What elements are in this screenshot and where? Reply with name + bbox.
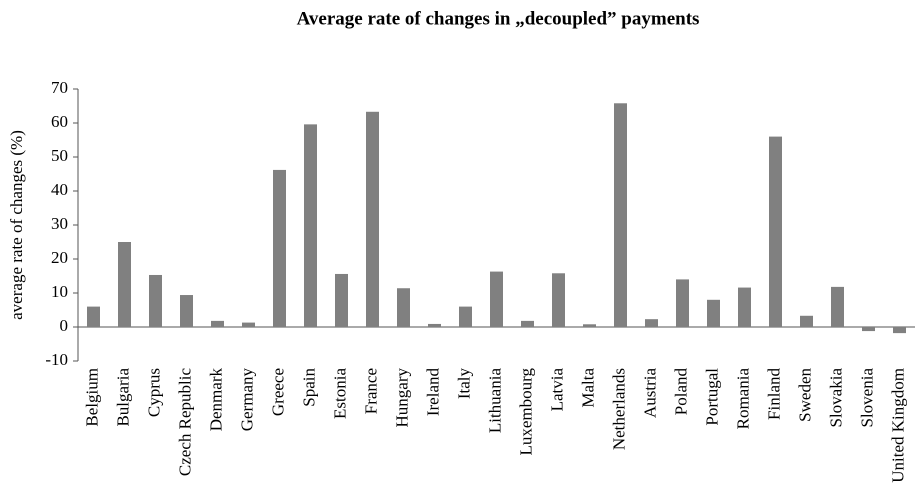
x-tick-label: Finland [764,368,783,420]
x-tick-label: United Kingdom [888,368,907,483]
bar [645,319,658,327]
x-tick-label: Germany [237,368,256,432]
bar [397,288,410,327]
x-tick-label: Luxembourg [516,368,535,456]
bar [366,111,379,327]
x-tick-label: Portugal [702,368,721,426]
bar [149,274,162,327]
bar [521,320,534,327]
y-tick-label: 20 [51,248,68,267]
bar [893,327,906,334]
bar [862,327,875,332]
bar [87,306,100,327]
bar [614,103,627,327]
bar [118,242,131,327]
y-tick-label: -10 [45,350,68,369]
x-tick-label: Austria [640,368,659,419]
x-tick-label: Poland [671,368,690,416]
x-tick-label: Sweden [795,368,814,422]
x-tick-label: Bulgaria [113,368,132,427]
bar [738,287,751,327]
y-tick-label: 40 [51,180,68,199]
y-axis-label: average rate of changes (%) [7,130,26,320]
x-tick-label: Italy [454,368,473,400]
x-tick-label: Greece [268,368,287,416]
x-tick-label: Slovakia [826,368,845,428]
y-tick-label: 50 [51,146,68,165]
x-tick-label: Spain [299,368,318,407]
y-tick-label: 30 [51,214,68,233]
y-tick-label: 0 [60,316,69,335]
x-tick-label: Lithuania [485,368,504,434]
x-tick-label: Czech Republic [175,368,194,477]
bar [273,169,286,327]
x-tick-label: France [361,368,380,414]
x-tick-label: Latvia [547,368,566,412]
bar [769,136,782,327]
x-tick-label: Romania [733,368,752,430]
y-tick-label: 10 [51,282,68,301]
bar [242,322,255,327]
bar [676,279,689,327]
y-tick-label: 60 [51,112,68,131]
bar [180,295,193,327]
bar [707,299,720,327]
bar [304,124,317,327]
bar [800,315,813,327]
bar [459,306,472,327]
bar [583,324,596,327]
bar [428,323,441,327]
x-tick-label: Slovenia [857,368,876,428]
x-tick-label: Hungary [392,368,411,428]
bar [490,271,503,327]
chart-title: Average rate of changes in „decoupled” p… [297,8,700,29]
x-tick-label: Malta [578,368,597,408]
bar [831,286,844,327]
x-tick-label: Ireland [423,368,442,417]
bar [552,273,565,327]
bar [335,273,348,327]
x-tick-label: Estonia [330,368,349,419]
x-tick-label: Cyprus [144,368,163,417]
x-tick-label: Belgium [82,368,101,427]
bar [211,320,224,327]
x-tick-label: Denmark [206,368,225,432]
x-tick-label: Netherlands [609,368,628,450]
y-tick-label: 70 [51,78,68,97]
